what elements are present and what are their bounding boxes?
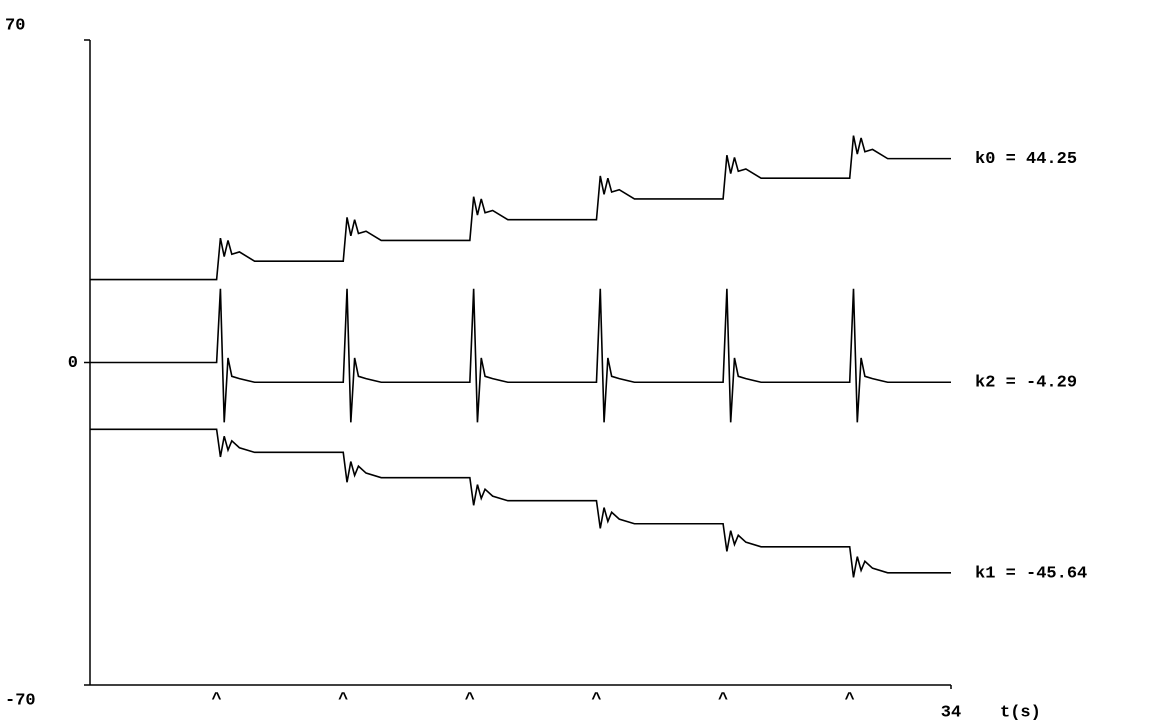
y-tick-label: 70	[5, 16, 25, 35]
y-tick-label: -70	[5, 691, 36, 710]
x-axis-label: t(s)	[1000, 703, 1041, 722]
series-line	[90, 429, 951, 577]
y-tick-label: 0	[68, 354, 78, 373]
event-marker: ^	[212, 690, 222, 709]
event-marker: ^	[718, 690, 728, 709]
page: {"chart_data": {"type": "line", "x": [0,…	[0, 0, 1172, 723]
series-label: k0 = 44.25	[975, 150, 1077, 169]
event-marker: ^	[465, 690, 475, 709]
series-line	[90, 289, 951, 423]
series-label: k2 = -4.29	[975, 374, 1077, 393]
chart: t(s) -70 0 70 34 ^ ^ ^ ^ ^ ^ k0 = 44.25 k2 = -4.29 k…	[0, 0, 1172, 723]
event-marker: ^	[845, 690, 855, 709]
event-marker: ^	[338, 690, 348, 709]
series-line	[90, 136, 951, 280]
x-tick-label: 34	[941, 703, 961, 722]
event-marker: ^	[591, 690, 601, 709]
series-label: k1 = -45.64	[975, 564, 1087, 583]
